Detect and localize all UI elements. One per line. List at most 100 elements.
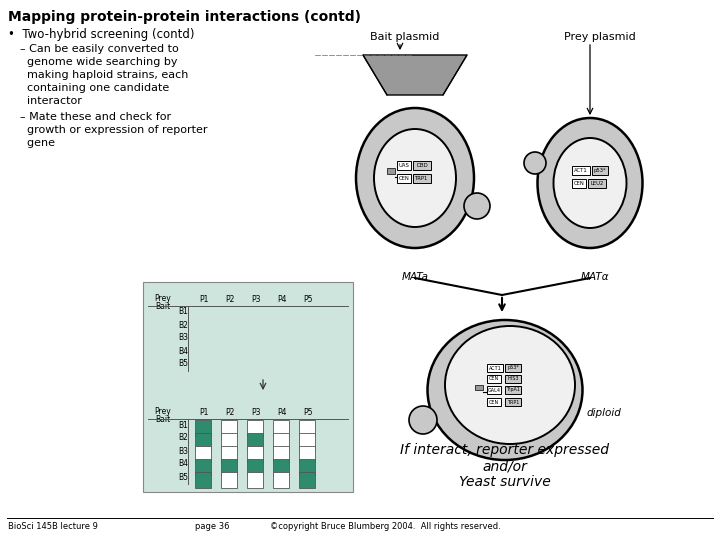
Bar	[397, 174, 411, 183]
Text: BioSci 145B lecture 9: BioSci 145B lecture 9	[8, 522, 98, 531]
Text: ACT1: ACT1	[574, 168, 588, 173]
Text: growth or expression of reporter: growth or expression of reporter	[20, 125, 207, 135]
Text: Prey: Prey	[154, 407, 171, 416]
Text: P3: P3	[251, 408, 261, 417]
Ellipse shape	[428, 320, 582, 460]
Bar	[247, 472, 263, 488]
Bar	[413, 174, 431, 183]
Text: TrpA1: TrpA1	[506, 388, 520, 393]
Text: P2: P2	[225, 408, 235, 417]
Bar	[299, 446, 315, 462]
Bar	[221, 433, 237, 449]
Bar	[247, 459, 263, 475]
Bar	[273, 472, 289, 488]
Text: genome wide searching by: genome wide searching by	[20, 57, 178, 67]
Bar	[195, 446, 211, 462]
Bar	[273, 459, 289, 475]
Bar	[505, 364, 521, 372]
Text: B4: B4	[178, 347, 188, 355]
Text: – Mate these and check for: – Mate these and check for	[20, 112, 171, 122]
Text: Bait: Bait	[156, 302, 171, 311]
Bar	[397, 161, 411, 170]
Ellipse shape	[554, 138, 626, 228]
Text: containing one candidate: containing one candidate	[20, 83, 169, 93]
Text: ACT1: ACT1	[489, 366, 501, 370]
Bar	[592, 166, 608, 175]
Bar	[247, 420, 263, 436]
Text: P4: P4	[277, 408, 287, 417]
Text: page 36: page 36	[195, 522, 230, 531]
Text: Prey: Prey	[154, 294, 171, 303]
Text: P4: P4	[277, 295, 287, 304]
Bar	[487, 386, 501, 394]
Text: B2: B2	[178, 434, 188, 442]
Text: CEN: CEN	[574, 181, 585, 186]
Circle shape	[524, 152, 546, 174]
Text: •  Two-hybrid screening (contd): • Two-hybrid screening (contd)	[8, 28, 194, 41]
Bar	[505, 375, 521, 383]
Bar	[195, 420, 211, 436]
Text: P3: P3	[251, 295, 261, 304]
Bar	[413, 161, 431, 170]
Bar	[273, 446, 289, 462]
Text: LEU2: LEU2	[590, 181, 603, 186]
Text: TRP1: TRP1	[507, 400, 519, 404]
Text: Bait: Bait	[156, 415, 171, 424]
Text: MATα: MATα	[581, 272, 609, 282]
Text: Bait plasmid: Bait plasmid	[370, 32, 440, 42]
Bar	[247, 433, 263, 449]
Text: DBD: DBD	[416, 163, 428, 168]
Bar	[299, 433, 315, 449]
Bar	[505, 398, 521, 406]
Bar	[195, 433, 211, 449]
Bar	[221, 420, 237, 436]
Text: ©copyright Bruce Blumberg 2004.  All rights reserved.: ©copyright Bruce Blumberg 2004. All righ…	[270, 522, 500, 531]
Bar	[572, 166, 590, 175]
Text: P2: P2	[225, 295, 235, 304]
Ellipse shape	[356, 108, 474, 248]
Circle shape	[464, 193, 490, 219]
Bar	[299, 459, 315, 475]
Text: interactor: interactor	[20, 96, 82, 106]
Text: If interact, reporter expressed
and/or
Yeast survive: If interact, reporter expressed and/or Y…	[400, 443, 610, 489]
Text: P1: P1	[199, 408, 209, 417]
Text: Prey plasmid: Prey plasmid	[564, 32, 636, 42]
Bar	[475, 385, 483, 390]
Text: MATa: MATa	[402, 272, 428, 282]
Text: CEN: CEN	[489, 376, 499, 381]
Text: CEN: CEN	[399, 176, 410, 181]
Text: making haploid strains, each: making haploid strains, each	[20, 70, 189, 80]
Bar	[299, 472, 315, 488]
Text: B1: B1	[178, 307, 188, 316]
Text: B1: B1	[178, 421, 188, 429]
Text: B5: B5	[178, 472, 188, 482]
Ellipse shape	[445, 326, 575, 444]
Bar	[273, 433, 289, 449]
Bar	[221, 472, 237, 488]
Bar	[387, 168, 395, 174]
Text: B5: B5	[178, 360, 188, 368]
Text: CEN: CEN	[489, 400, 499, 404]
Ellipse shape	[374, 129, 456, 227]
Text: UAS: UAS	[399, 163, 410, 168]
Bar	[505, 386, 521, 394]
Text: diploid: diploid	[587, 408, 622, 418]
Bar	[487, 398, 501, 406]
Ellipse shape	[538, 118, 642, 248]
Bar	[221, 459, 237, 475]
Bar	[247, 446, 263, 462]
Text: B3: B3	[178, 447, 188, 456]
Bar	[487, 364, 503, 372]
Bar	[572, 179, 586, 188]
Bar	[143, 282, 353, 492]
Bar	[195, 459, 211, 475]
Bar	[273, 420, 289, 436]
Text: P1: P1	[199, 295, 209, 304]
Text: B2: B2	[178, 321, 188, 329]
Text: HIS3: HIS3	[508, 376, 518, 381]
Bar	[588, 179, 606, 188]
Text: P5: P5	[303, 408, 312, 417]
Text: GAL4: GAL4	[487, 388, 500, 393]
Text: TRP1: TRP1	[415, 176, 428, 181]
Text: B4: B4	[178, 460, 188, 469]
